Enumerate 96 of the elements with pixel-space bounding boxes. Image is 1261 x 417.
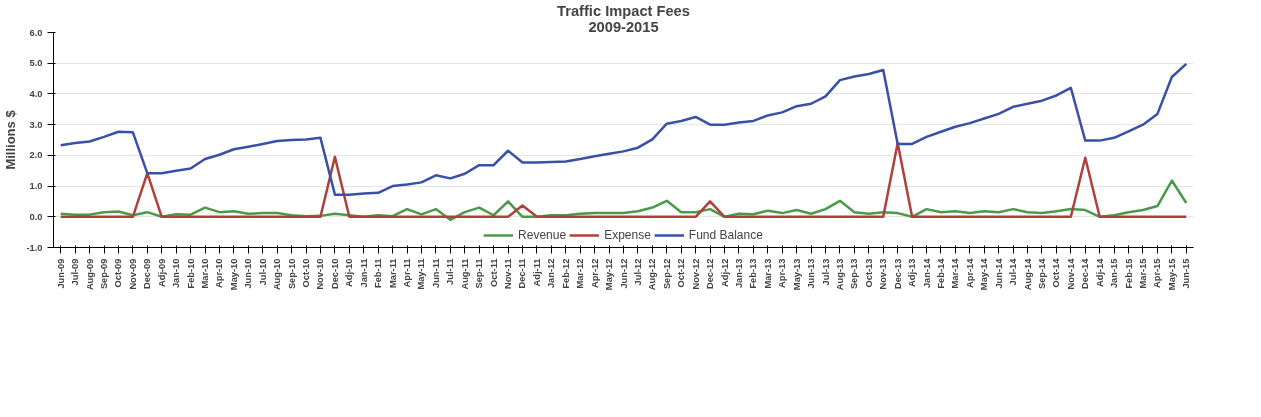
x-tick-label: Aug-10 (272, 258, 283, 291)
y-axis-title: Millions $ (3, 109, 19, 170)
y-tick-label: 4.0 (29, 88, 43, 99)
x-tick-label: Dec-10 (329, 258, 340, 290)
x-tick-label: Jul-14 (1008, 257, 1019, 286)
x-tick-label: Apr-13 (777, 258, 788, 289)
x-tick-label: Jan-10 (171, 258, 182, 289)
x-tick-label: Jul-13 (820, 258, 831, 286)
y-tick-label: 6.0 (29, 27, 43, 38)
x-tick-label: Oct-14 (1051, 257, 1062, 288)
x-tick-label: Jun-09 (55, 258, 66, 289)
x-tick-label: Apr-12 (589, 258, 600, 289)
x-tick-label: Oct-13 (863, 258, 874, 288)
x-tick-label: Oct-12 (676, 258, 687, 288)
x-tick-label: Dec-14 (1080, 257, 1091, 290)
x-tick-label: Mar-10 (200, 258, 211, 289)
legend-label: Fund Balance (688, 228, 763, 242)
x-tick-label: May-10 (228, 258, 239, 291)
x-tick-label: Jul-12 (632, 258, 643, 286)
y-tick-label: 2.0 (29, 150, 43, 161)
x-tick-label: Sep-13 (849, 258, 860, 290)
x-tick-label: Dec-13 (892, 258, 903, 290)
x-tick-label: Jun-14 (993, 257, 1004, 289)
x-tick-label: Sep-14 (1036, 257, 1047, 290)
x-tick-label: Nov-13 (878, 258, 889, 290)
x-tick-label: Apr-10 (214, 258, 225, 289)
x-tick-label: Aug-12 (647, 258, 658, 291)
x-tick-label: Adj-13 (907, 258, 918, 288)
chart-title: Traffic Impact Fees (557, 2, 690, 19)
y-tick-label: 3.0 (29, 119, 43, 130)
x-tick-label: Feb-10 (185, 258, 196, 289)
x-tick-label: Nov-12 (690, 258, 701, 290)
chart-subtitle: 2009-2015 (588, 18, 659, 35)
x-tick-label: Mar-14 (950, 257, 961, 289)
x-tick-label: Jul-10 (257, 258, 268, 286)
x-tick-label: Aug-09 (84, 258, 95, 291)
x-tick-label: Jul-11 (445, 258, 456, 285)
x-tick-label: Mar-13 (762, 258, 773, 289)
x-tick-label: Nov-09 (127, 258, 138, 290)
x-tick-label: Feb-13 (748, 258, 759, 289)
x-tick-label: Feb-15 (1123, 258, 1134, 289)
x-tick-label: Jan-11 (358, 258, 369, 288)
x-tick-label: Mar-11 (387, 258, 398, 289)
x-tick-label: Mar-15 (1137, 258, 1148, 289)
x-tick-label: Aug-11 (459, 258, 470, 290)
x-tick-label: Feb-11 (373, 258, 384, 289)
x-tick-label: Feb-14 (935, 257, 946, 289)
line-series (59, 179, 1188, 222)
legend-label: Expense (604, 228, 651, 242)
y-tick-label: 5.0 (29, 58, 43, 69)
x-tick-label: Dec-09 (142, 258, 153, 290)
legend-label: Revenue (518, 228, 567, 242)
x-tick-label: Adj-14 (1094, 257, 1105, 288)
x-tick-label: Jan-12 (546, 258, 557, 289)
x-tick-label: May-15 (1166, 258, 1177, 291)
x-tick-label: Jun-11 (430, 258, 441, 289)
x-tick-label: Jun-15 (1181, 258, 1192, 289)
x-tick-label: Oct-11 (488, 258, 499, 288)
x-tick-label: Adj-09 (156, 258, 167, 288)
x-tick-label: Jan-13 (733, 258, 744, 289)
x-tick-label: Apr-15 (1152, 258, 1163, 289)
x-tick-label: Oct-10 (301, 258, 312, 288)
x-tick-label: May-13 (791, 258, 802, 291)
line-series (59, 62, 1188, 196)
x-tick-label: May-12 (604, 258, 615, 291)
x-tick-label: Sep-11 (474, 258, 485, 289)
x-tick-label: Adj-12 (719, 258, 730, 288)
x-tick-label: Nov-11 (503, 258, 514, 290)
x-tick-label: May-14 (979, 257, 990, 291)
x-tick-label: Mar-12 (575, 258, 586, 289)
x-tick-label: Nov-14 (1065, 257, 1076, 290)
x-tick-label: Aug-13 (834, 258, 845, 291)
x-tick-label: Sep-09 (99, 258, 110, 290)
x-tick-label: Jan-15 (1109, 258, 1120, 289)
x-tick-label: Apr-14 (964, 257, 975, 289)
x-tick-label: Sep-12 (661, 258, 672, 290)
y-tick-label: -1.0 (26, 242, 43, 253)
y-tick-label: 1.0 (29, 181, 43, 192)
x-tick-label: Adj-11 (531, 258, 542, 287)
x-tick-label: Jun-12 (618, 258, 629, 289)
x-tick-label: Oct-09 (113, 258, 124, 288)
x-tick-label: Dec-11 (517, 258, 528, 289)
x-tick-label: Aug-14 (1022, 257, 1033, 291)
x-tick-label: Nov-10 (315, 258, 326, 290)
line-series (59, 141, 1188, 219)
x-tick-label: Adj-10 (344, 258, 355, 288)
x-tick-label: May-11 (416, 258, 427, 290)
x-tick-label: Feb-12 (560, 258, 571, 289)
x-tick-label: Jan-14 (921, 257, 932, 289)
x-tick-label: Jun-13 (806, 258, 817, 289)
x-tick-label: Apr-11 (402, 258, 413, 288)
y-tick-label: 0.0 (29, 211, 43, 222)
x-tick-label: Dec-12 (705, 258, 716, 290)
x-tick-label: Jul-09 (70, 258, 81, 286)
x-tick-label: Sep-10 (286, 258, 297, 290)
x-tick-label: Jun-10 (243, 258, 254, 289)
